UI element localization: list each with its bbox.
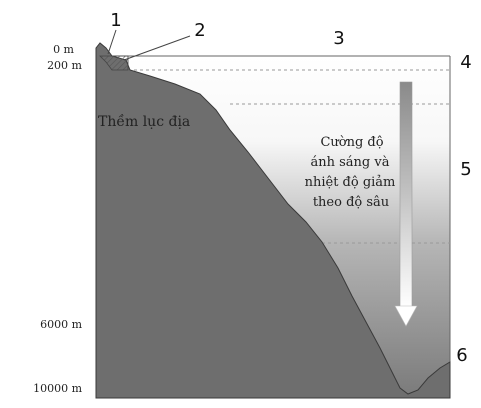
description-line-3: nhiệt độ giảm (305, 175, 396, 190)
zone-number-1: 1 (110, 10, 121, 31)
depth-label-10000m: 10000 m (33, 382, 82, 395)
pointer-line-1 (107, 29, 117, 55)
zone-number-4: 4 (460, 52, 471, 73)
zone-number-6: 6 (456, 345, 467, 366)
description-line-4: theo độ sâu (313, 195, 389, 210)
continental-shelf-label: Thềm lục địa (98, 113, 190, 130)
depth-label-200m: 200 m (47, 59, 82, 72)
arrow-shaft (399, 81, 413, 309)
arrow-head (394, 305, 418, 327)
description-line-1: Cường độ (320, 135, 383, 150)
zone-number-3: 3 (333, 28, 344, 49)
littoral-zone-hatch (99, 55, 129, 71)
zone-number-5: 5 (460, 159, 471, 180)
description-line-2: ánh sáng và (311, 155, 390, 170)
pointer-line-2 (123, 35, 191, 61)
zone-number-2: 2 (194, 20, 205, 41)
depth-label-6000m: 6000 m (40, 318, 82, 331)
depth-label-0m: 0 m (53, 43, 74, 56)
